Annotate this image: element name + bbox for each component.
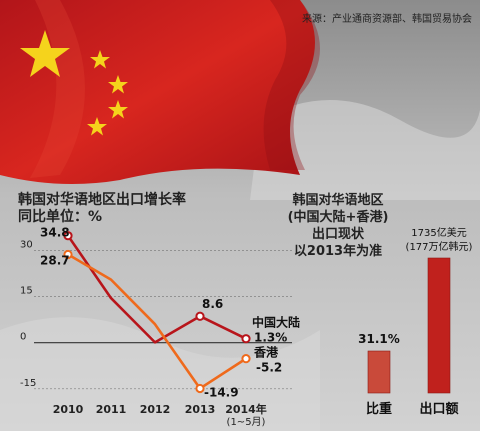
series-point <box>195 311 205 321</box>
bar-chart-title-block: 韩国对华语地区 (中国大陆+香港) 出口现状 以2013年为准 <box>268 192 408 260</box>
y-tick-label: 0 <box>20 332 26 343</box>
bar-chart-title-line: 以2013年为准 <box>293 244 383 259</box>
y-tick-label: 15 <box>20 286 33 297</box>
bar-chart-title-line: 出口现状 <box>311 227 364 242</box>
line-chart-grid <box>34 250 292 390</box>
series-line-1 <box>67 253 247 390</box>
flag-small-star <box>87 117 107 136</box>
line-chart-title-block: 韩国对华语地区出口增长率 同比单位：% <box>18 192 186 226</box>
bar-0 <box>367 350 391 394</box>
line-chart-ticks: 30 15 0 -15 2010 2011 2012 2013 2014年(1~5月) <box>20 239 267 428</box>
series-point <box>195 383 205 394</box>
data-label: 34.8 <box>40 226 70 240</box>
series-point <box>63 249 73 260</box>
x-tick-label: 2014年 <box>225 402 267 416</box>
bar-value-label: 31.1% <box>358 332 400 346</box>
bar-1 <box>427 257 451 394</box>
bar-chart-title-line: 韩国对华语地区 <box>292 193 384 208</box>
y-tick-label: -15 <box>20 378 36 389</box>
x-tick-label: 2011 <box>96 403 127 416</box>
data-label: 28.7 <box>40 253 70 267</box>
x-tick-label: 2010 <box>53 403 84 416</box>
flag-large-star <box>20 30 70 77</box>
bar-category-label: 比重 <box>366 401 392 417</box>
flag-small-star <box>90 50 110 69</box>
source-note: 来源：产业通商资源部、韩国贸易协会 <box>302 14 472 25</box>
series-line-0 <box>66 234 247 344</box>
data-label: -5.2 <box>256 361 282 375</box>
data-label: -14.9 <box>204 385 239 399</box>
y-tick-label: 30 <box>20 239 33 250</box>
series-name-label: 中国大陆 <box>252 315 300 330</box>
bar-chart-title-line: (中国大陆+香港) <box>287 210 389 225</box>
series-name-label: 香港 <box>253 345 279 360</box>
line-chart-series <box>63 231 251 394</box>
flag-small-star <box>108 100 128 119</box>
flag-small-star <box>108 75 128 94</box>
cloud-shape <box>250 100 480 200</box>
x-tick-label: (1~5月) <box>227 416 266 428</box>
line-chart-subtitle: 同比单位：% <box>18 209 103 225</box>
bar-value-label: 1735亿美元 <box>411 226 466 239</box>
china-flag-image <box>0 0 320 184</box>
x-tick-label: 2013 <box>185 403 216 416</box>
series-point <box>241 334 251 344</box>
line-chart-title: 韩国对华语地区出口增长率 <box>18 192 186 208</box>
x-tick-label: 2012 <box>140 403 171 416</box>
bar-value-label: (177万亿韩元) <box>406 240 473 253</box>
bar-chart: 比重 31.1% 出口额 1735亿美元(177万亿韩元) <box>358 226 472 417</box>
data-label: 8.6 <box>202 297 223 311</box>
cloud-shape <box>0 317 320 431</box>
data-label: 1.3% <box>254 331 287 345</box>
bar-category-label: 出口额 <box>419 401 458 417</box>
series-point <box>63 231 73 241</box>
series-point <box>241 354 251 364</box>
